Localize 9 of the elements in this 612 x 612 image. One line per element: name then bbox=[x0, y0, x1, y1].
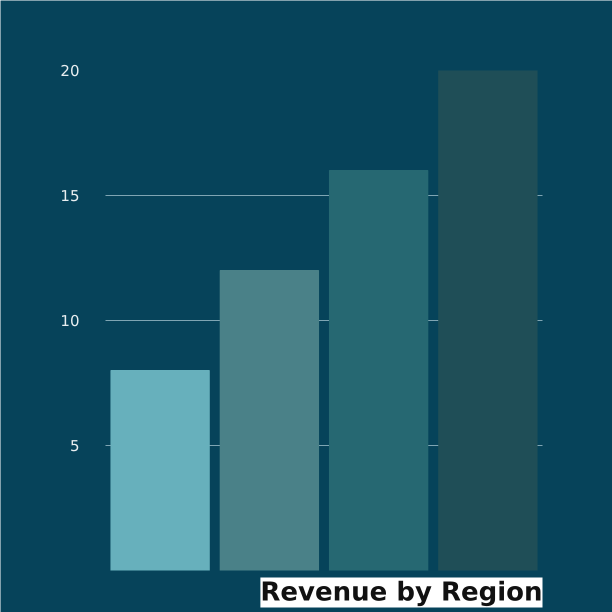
bar bbox=[328, 170, 428, 570]
y-tick-label: 5 bbox=[70, 437, 80, 455]
bar bbox=[438, 70, 538, 570]
y-tick-label: 20 bbox=[60, 62, 80, 80]
bar bbox=[220, 270, 320, 570]
y-tick-label: 15 bbox=[60, 187, 80, 205]
y-tick-label: 10 bbox=[60, 312, 80, 330]
text: Revenue by Region bbox=[260, 578, 543, 608]
bar bbox=[110, 370, 210, 570]
